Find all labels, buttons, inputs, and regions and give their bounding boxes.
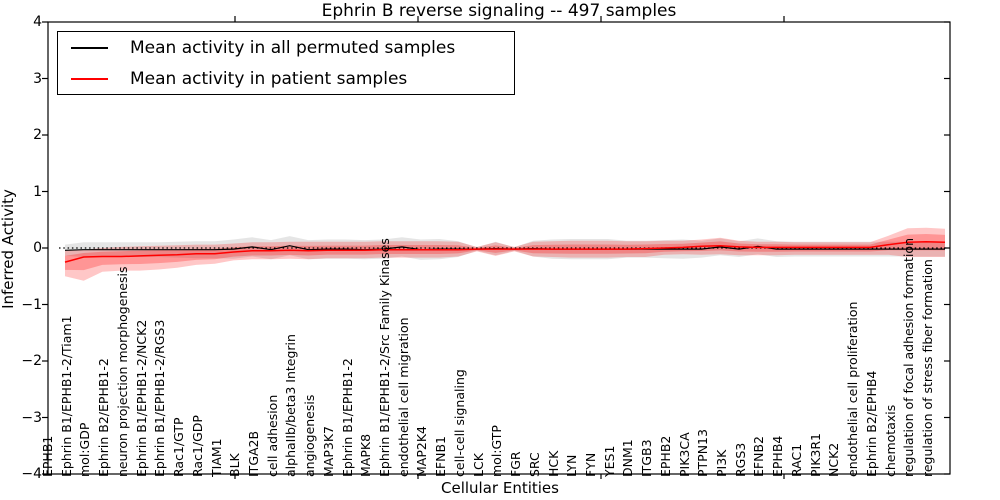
x-category-label: EPHB1 bbox=[40, 435, 55, 477]
x-category-label: SRC bbox=[526, 452, 542, 477]
x-category-label: EFNB2 bbox=[751, 436, 767, 477]
x-category-label: Ephrin B2/EPHB4 bbox=[863, 370, 879, 477]
x-axis-label: Cellular Entities bbox=[441, 479, 559, 497]
permuted-band bbox=[65, 236, 945, 260]
x-category-label: cell adhesion bbox=[264, 394, 280, 477]
y-tick-label: 1 bbox=[33, 183, 42, 200]
x-category-label: DNM1 bbox=[620, 439, 636, 477]
x-category-label: TIAM1 bbox=[208, 438, 224, 477]
x-category-label: alphaIIb/beta3 Integrin bbox=[283, 334, 299, 477]
x-category-label: neuron projection morphogenesis bbox=[114, 266, 130, 477]
x-category-label: Ephrin B2/EPHB1-2 bbox=[96, 358, 112, 477]
x-category-label: MAP2K4 bbox=[414, 426, 430, 477]
x-category-label: FYN bbox=[582, 452, 598, 477]
y-tick-label: −1 bbox=[21, 296, 42, 313]
x-category-label: ITGA2B bbox=[245, 430, 261, 477]
x-category-label: mol:GTP bbox=[489, 425, 505, 477]
x-category-label: endothelial cell proliferation bbox=[845, 301, 861, 477]
y-tick-label: 3 bbox=[33, 70, 42, 87]
patient-line-sample-icon bbox=[71, 77, 108, 80]
patient-band-outer bbox=[65, 227, 945, 281]
x-category-label: Ephrin B1/EPHB1-2/RGS3 bbox=[152, 319, 168, 477]
x-category-label: BLK bbox=[227, 453, 243, 477]
x-category-label: RAC1 bbox=[788, 443, 804, 477]
x-category-label: regulation of focal adhesion formation bbox=[901, 238, 917, 477]
legend-label-patient: Mean activity in patient samples bbox=[130, 68, 408, 89]
x-category-label: regulation of stress fiber formation bbox=[920, 259, 935, 477]
x-category-label: Ephrin B1/EPHB1-2 bbox=[339, 358, 355, 477]
x-category-label: ITGB3 bbox=[639, 439, 655, 477]
legend-item-permuted: Mean activity in all permuted samples bbox=[58, 33, 514, 63]
y-tick-label: −3 bbox=[21, 409, 42, 426]
legend: Mean activity in all permuted samples Me… bbox=[57, 31, 515, 95]
permuted-line-sample-icon bbox=[71, 46, 108, 49]
y-tick-label: 2 bbox=[33, 127, 42, 143]
x-category-label: PTPN13 bbox=[695, 429, 711, 477]
x-category-label: MAP3K7 bbox=[320, 426, 336, 477]
x-category-label: YES1 bbox=[601, 445, 617, 477]
x-category-label: PI3K bbox=[714, 449, 730, 477]
x-category-label: Rac1/GDP bbox=[189, 415, 205, 477]
x-category-label: RGS3 bbox=[732, 442, 748, 477]
x-category-label: EPHB2 bbox=[657, 435, 673, 477]
y-tick-label: 0 bbox=[33, 240, 42, 256]
chart-title: Ephrin B reverse signaling -- 497 sample… bbox=[321, 1, 677, 21]
x-category-label: angiogenesis bbox=[302, 394, 318, 477]
x-category-label: Ephrin B1/EPHB1-2/Tiam1 bbox=[58, 315, 74, 477]
legend-item-patient: Mean activity in patient samples bbox=[58, 64, 514, 94]
x-category-label: Rac1/GTP bbox=[171, 417, 187, 477]
y-tick-label: −4 bbox=[21, 466, 42, 482]
x-category-label: HCK bbox=[545, 450, 561, 477]
x-category-label: EPHB4 bbox=[770, 435, 786, 477]
y-tick-label: 4 bbox=[33, 14, 42, 30]
x-category-label: NCK2 bbox=[826, 442, 842, 477]
x-category-label: EFNB1 bbox=[433, 436, 449, 477]
x-category-label: Ephrin B1/EPHB1-2/Src Family Kinases bbox=[377, 238, 393, 477]
x-category-label: Ephrin B1/EPHB1-2/NCK2 bbox=[133, 319, 149, 477]
y-tick-label: −2 bbox=[21, 353, 42, 369]
x-category-label: PIK3CA bbox=[676, 432, 692, 477]
legend-label-permuted: Mean activity in all permuted samples bbox=[130, 37, 456, 58]
x-category-label: endothelial cell migration bbox=[395, 317, 411, 477]
x-category-label: chemotaxis bbox=[882, 404, 898, 477]
x-category-label: LYN bbox=[564, 454, 580, 477]
x-category-label: mol:GDP bbox=[77, 422, 93, 477]
patient-mean-line bbox=[64, 241, 946, 263]
x-category-label: FGR bbox=[508, 451, 524, 477]
x-category-label: MAPK8 bbox=[358, 433, 374, 477]
x-category-label: LCK bbox=[470, 453, 486, 477]
x-category-label: cell-cell signaling bbox=[451, 369, 467, 477]
x-category-label: PIK3R1 bbox=[807, 432, 823, 477]
patient-band-inner bbox=[65, 234, 945, 271]
